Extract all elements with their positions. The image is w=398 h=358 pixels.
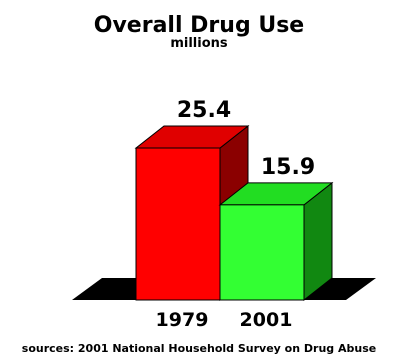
source-note: sources: 2001 National Household Survey …	[22, 342, 376, 355]
x-tick-label-2001: 2001	[240, 309, 293, 331]
data-label-1979: 25.4	[177, 98, 231, 123]
data-label-2001: 15.9	[261, 155, 315, 180]
chart-subtitle: millions	[170, 36, 228, 51]
chart-title: Overall Drug Use	[94, 13, 304, 38]
bar-1979	[135, 147, 221, 301]
bars-group: 25.4 15.9	[134, 98, 334, 302]
bar-2001	[219, 204, 305, 301]
x-tick-label-1979: 1979	[156, 309, 209, 331]
